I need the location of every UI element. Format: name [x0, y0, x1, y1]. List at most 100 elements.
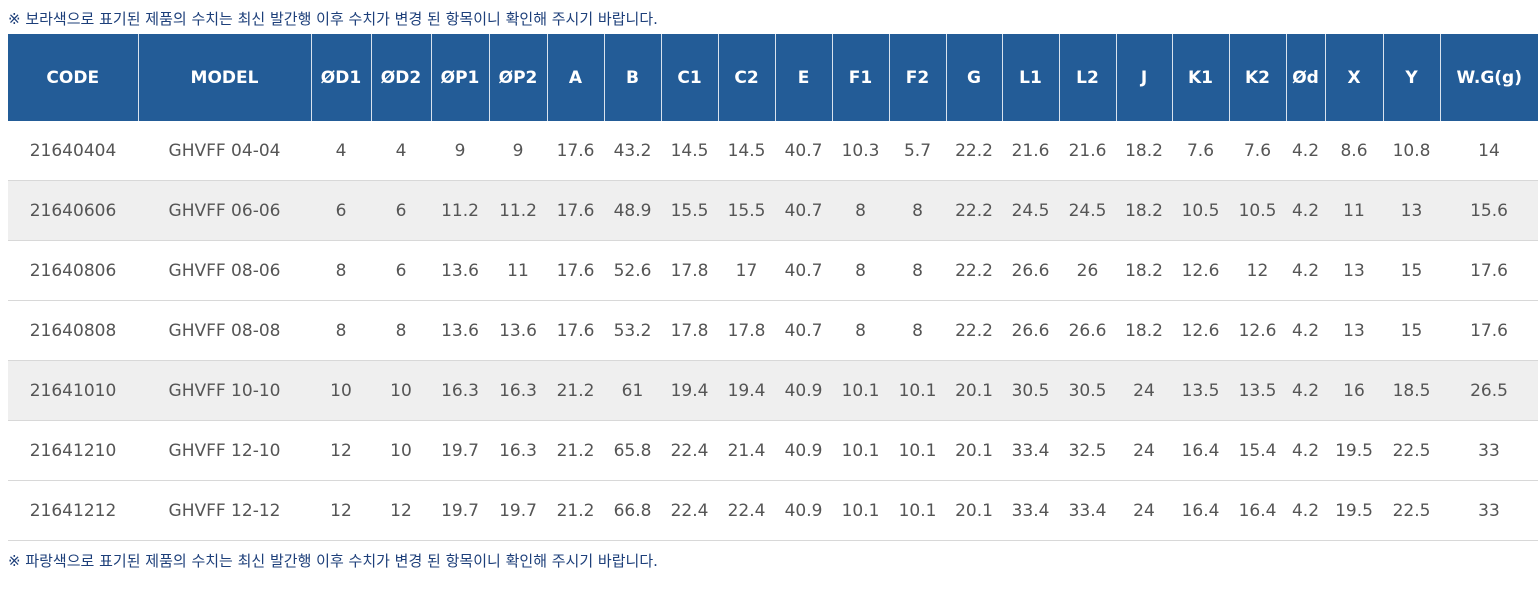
table-cell: 10.5	[1229, 180, 1286, 241]
table-row: 21640808 GHVFF 08-08 8 8 13.6 13.6 17.6 53.2 17.…	[8, 300, 1538, 361]
table-cell: 15.6	[1440, 180, 1538, 241]
table-cell: 8	[889, 180, 946, 241]
table-cell: 4.2	[1286, 420, 1325, 481]
table-cell: 20.1	[946, 480, 1002, 541]
table-row: 21640806 GHVFF 08-06 8 6 13.6 11 17.6 52.6 17.8 1…	[8, 240, 1538, 301]
table-cell: 33.4	[1059, 480, 1116, 541]
table-cell: 21640808	[8, 300, 138, 361]
table-cell: 13.6	[431, 240, 489, 301]
header-cell: L1	[1002, 34, 1060, 121]
header-cell: ØP1	[431, 34, 490, 121]
table-cell: GHVFF 06-06	[138, 180, 311, 241]
table-cell: 14	[1440, 121, 1538, 181]
table-cell: 4.2	[1286, 240, 1325, 301]
header-cell: ØD2	[371, 34, 432, 121]
table-cell: 8	[832, 300, 889, 361]
table-cell: 40.7	[775, 121, 832, 181]
table-cell: 53.2	[604, 300, 661, 361]
table-row: 21640404 GHVFF 04-04 4 4 9 9 17.6 43.2 14.5 14.5 4…	[8, 121, 1538, 181]
table-cell: 5.7	[889, 121, 946, 181]
table-cell: 8	[889, 240, 946, 301]
table-cell: 8	[371, 300, 431, 361]
table-cell: 12	[371, 480, 431, 541]
table-cell: 22.2	[946, 121, 1002, 181]
header-cell: W.G(g)	[1440, 34, 1538, 121]
table-cell: 33.4	[1002, 480, 1059, 541]
table-cell: 20.1	[946, 360, 1002, 421]
table-cell: 17.6	[547, 121, 604, 181]
table-cell: 16.3	[489, 420, 547, 481]
table-cell: 13.5	[1172, 360, 1229, 421]
table-cell: 40.7	[775, 180, 832, 241]
table-cell: 13	[1325, 240, 1383, 301]
header-cell: J	[1116, 34, 1173, 121]
header-cell: X	[1325, 34, 1384, 121]
table-cell: 22.2	[946, 300, 1002, 361]
table-cell: GHVFF 08-06	[138, 240, 311, 301]
table-cell: 13	[1383, 180, 1440, 241]
table-cell: 21.6	[1059, 121, 1116, 181]
table-cell: 12	[311, 480, 371, 541]
table-cell: 22.4	[661, 480, 718, 541]
table-cell: GHVFF 12-12	[138, 480, 311, 541]
table-cell: 8	[311, 240, 371, 301]
table-cell: 26.6	[1002, 300, 1059, 361]
table-cell: 10.1	[889, 480, 946, 541]
table-cell: 65.8	[604, 420, 661, 481]
table-cell: 30.5	[1059, 360, 1116, 421]
table-cell: 24	[1116, 420, 1172, 481]
header-cell: Ød	[1286, 34, 1326, 121]
table-cell: 6	[371, 180, 431, 241]
table-cell: 24.5	[1002, 180, 1059, 241]
table-cell: 33	[1440, 480, 1538, 541]
table-cell: 9	[489, 121, 547, 181]
table-cell: 8	[832, 240, 889, 301]
table-cell: 4.2	[1286, 300, 1325, 361]
table-cell: 21640606	[8, 180, 138, 241]
table-cell: 40.9	[775, 480, 832, 541]
table-cell: 21641010	[8, 360, 138, 421]
header-cell: G	[946, 34, 1003, 121]
table-cell: 21.4	[718, 420, 775, 481]
table-cell: 19.5	[1325, 480, 1383, 541]
table-cell: 48.9	[604, 180, 661, 241]
table-cell: 14.5	[718, 121, 775, 181]
table-cell: 14.5	[661, 121, 718, 181]
table-cell: 17.6	[547, 180, 604, 241]
table-cell: 40.7	[775, 300, 832, 361]
table-cell: 32.5	[1059, 420, 1116, 481]
table-cell: 26	[1059, 240, 1116, 301]
table-cell: 11.2	[431, 180, 489, 241]
table-cell: 20.1	[946, 420, 1002, 481]
table-cell: 18.2	[1116, 121, 1172, 181]
table-cell: GHVFF 08-08	[138, 300, 311, 361]
table-cell: 8	[832, 180, 889, 241]
header-cell: ØD1	[311, 34, 372, 121]
table-cell: 21641212	[8, 480, 138, 541]
table-cell: 10.1	[832, 360, 889, 421]
table-cell: 8	[311, 300, 371, 361]
header-cell: B	[604, 34, 662, 121]
table-cell: 21.2	[547, 420, 604, 481]
table-cell: 13.6	[489, 300, 547, 361]
table-cell: 24	[1116, 360, 1172, 421]
table-cell: 24	[1116, 480, 1172, 541]
table-cell: 16.4	[1172, 480, 1229, 541]
header-cell: E	[775, 34, 833, 121]
table-cell: 66.8	[604, 480, 661, 541]
header-cell: C1	[661, 34, 719, 121]
table-cell: 11	[489, 240, 547, 301]
header-cell: K2	[1229, 34, 1287, 121]
table-cell: 4.2	[1286, 360, 1325, 421]
header-cell: F2	[889, 34, 947, 121]
table-cell: 40.9	[775, 420, 832, 481]
table-cell: 12	[1229, 240, 1286, 301]
table-cell: 7.6	[1229, 121, 1286, 181]
table-cell: 13.6	[431, 300, 489, 361]
table-cell: 17.8	[661, 240, 718, 301]
table-cell: 17	[718, 240, 775, 301]
header-cell: F1	[832, 34, 890, 121]
table-cell: 21.6	[1002, 121, 1059, 181]
table-cell: 19.5	[1325, 420, 1383, 481]
